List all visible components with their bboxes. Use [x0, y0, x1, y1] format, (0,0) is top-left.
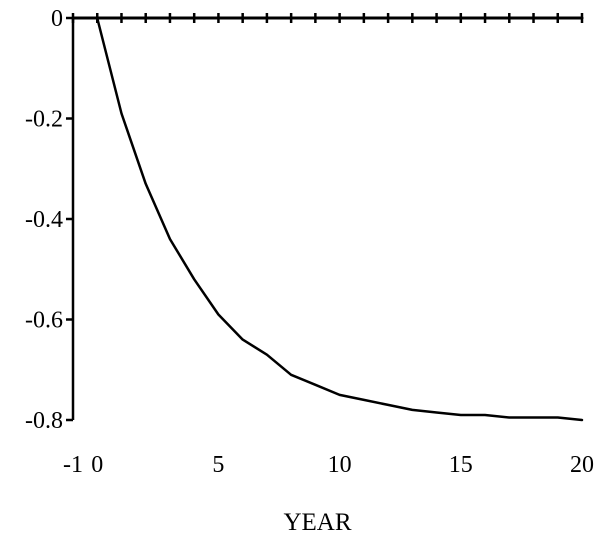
x-tick-label-4: 15 [449, 452, 473, 478]
chart-tick-labels: 0 -0.2 -0.4 -0.6 -0.8-1 0 5 10 15 20 [25, 6, 594, 478]
y-tick-label-4: -0.8 [25, 408, 63, 434]
chart-series [71, 13, 584, 422]
x-tick-label-5: 20 [570, 452, 594, 478]
chart-ticks [66, 16, 73, 422]
y-tick-label-1: -0.2 [25, 107, 63, 133]
x-tick-label-0: -1 [63, 452, 83, 478]
y-tick-label-2: -0.4 [25, 207, 63, 233]
x-tick-label-2: 5 [212, 452, 224, 478]
y-tick-label-0: 0 [51, 6, 63, 32]
x-tick-label-3: 10 [328, 452, 352, 478]
series-line-1 [95, 16, 584, 422]
x-axis-title: YEAR [283, 509, 351, 536]
y-tick-label-3: -0.6 [25, 308, 63, 334]
x-tick-label-1: 0 [91, 452, 103, 478]
